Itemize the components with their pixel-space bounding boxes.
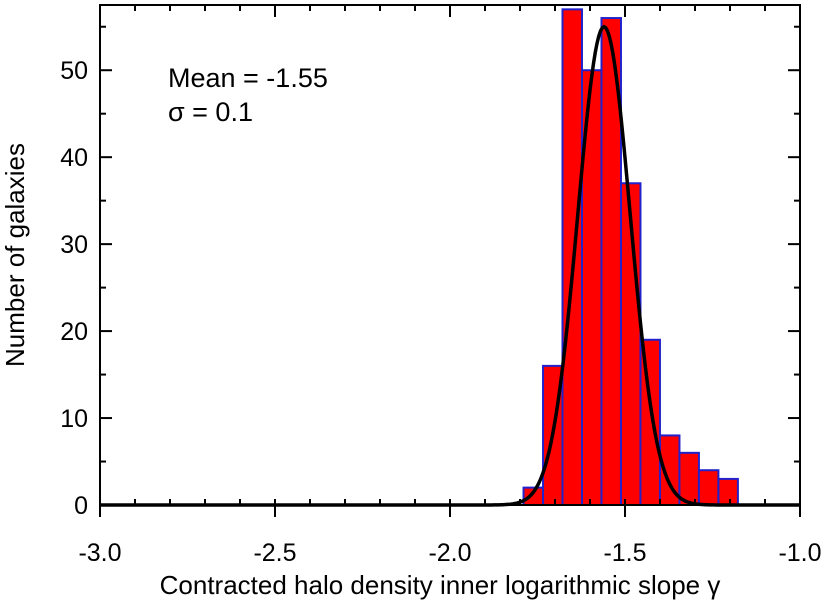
sigma-annotation: σ = 0.1	[168, 97, 253, 127]
y-tick-label: 30	[60, 231, 88, 259]
x-axis-label: Contracted halo density inner logarithmi…	[160, 570, 721, 600]
y-tick-label: 40	[60, 144, 88, 172]
y-tick-label: 10	[60, 405, 88, 433]
histogram-bar-8	[678, 451, 700, 506]
y-axis-label: Number of galaxies	[0, 143, 30, 367]
histogram-bar-9	[697, 469, 720, 506]
x-tick-label: -1.0	[778, 539, 821, 567]
x-tick-label: -1.5	[603, 539, 646, 567]
axis-ticks	[99, 5, 801, 517]
y-tick-label: 50	[60, 57, 88, 85]
x-tick-label: -3.0	[78, 539, 121, 567]
y-tick-label: 20	[60, 318, 88, 346]
mean-annotation: Mean = -1.55	[168, 63, 328, 93]
histogram-bars	[522, 8, 739, 507]
x-tick-label: -2.5	[253, 539, 296, 567]
x-tick-label: -2.0	[428, 539, 471, 567]
axis-tick-labels: -3.0 -2.5 -2.0 -1.5 -1.0 0 10 20 30 40 50	[60, 57, 821, 567]
histogram-bar-10	[717, 477, 739, 507]
y-tick-label: 0	[74, 492, 88, 520]
